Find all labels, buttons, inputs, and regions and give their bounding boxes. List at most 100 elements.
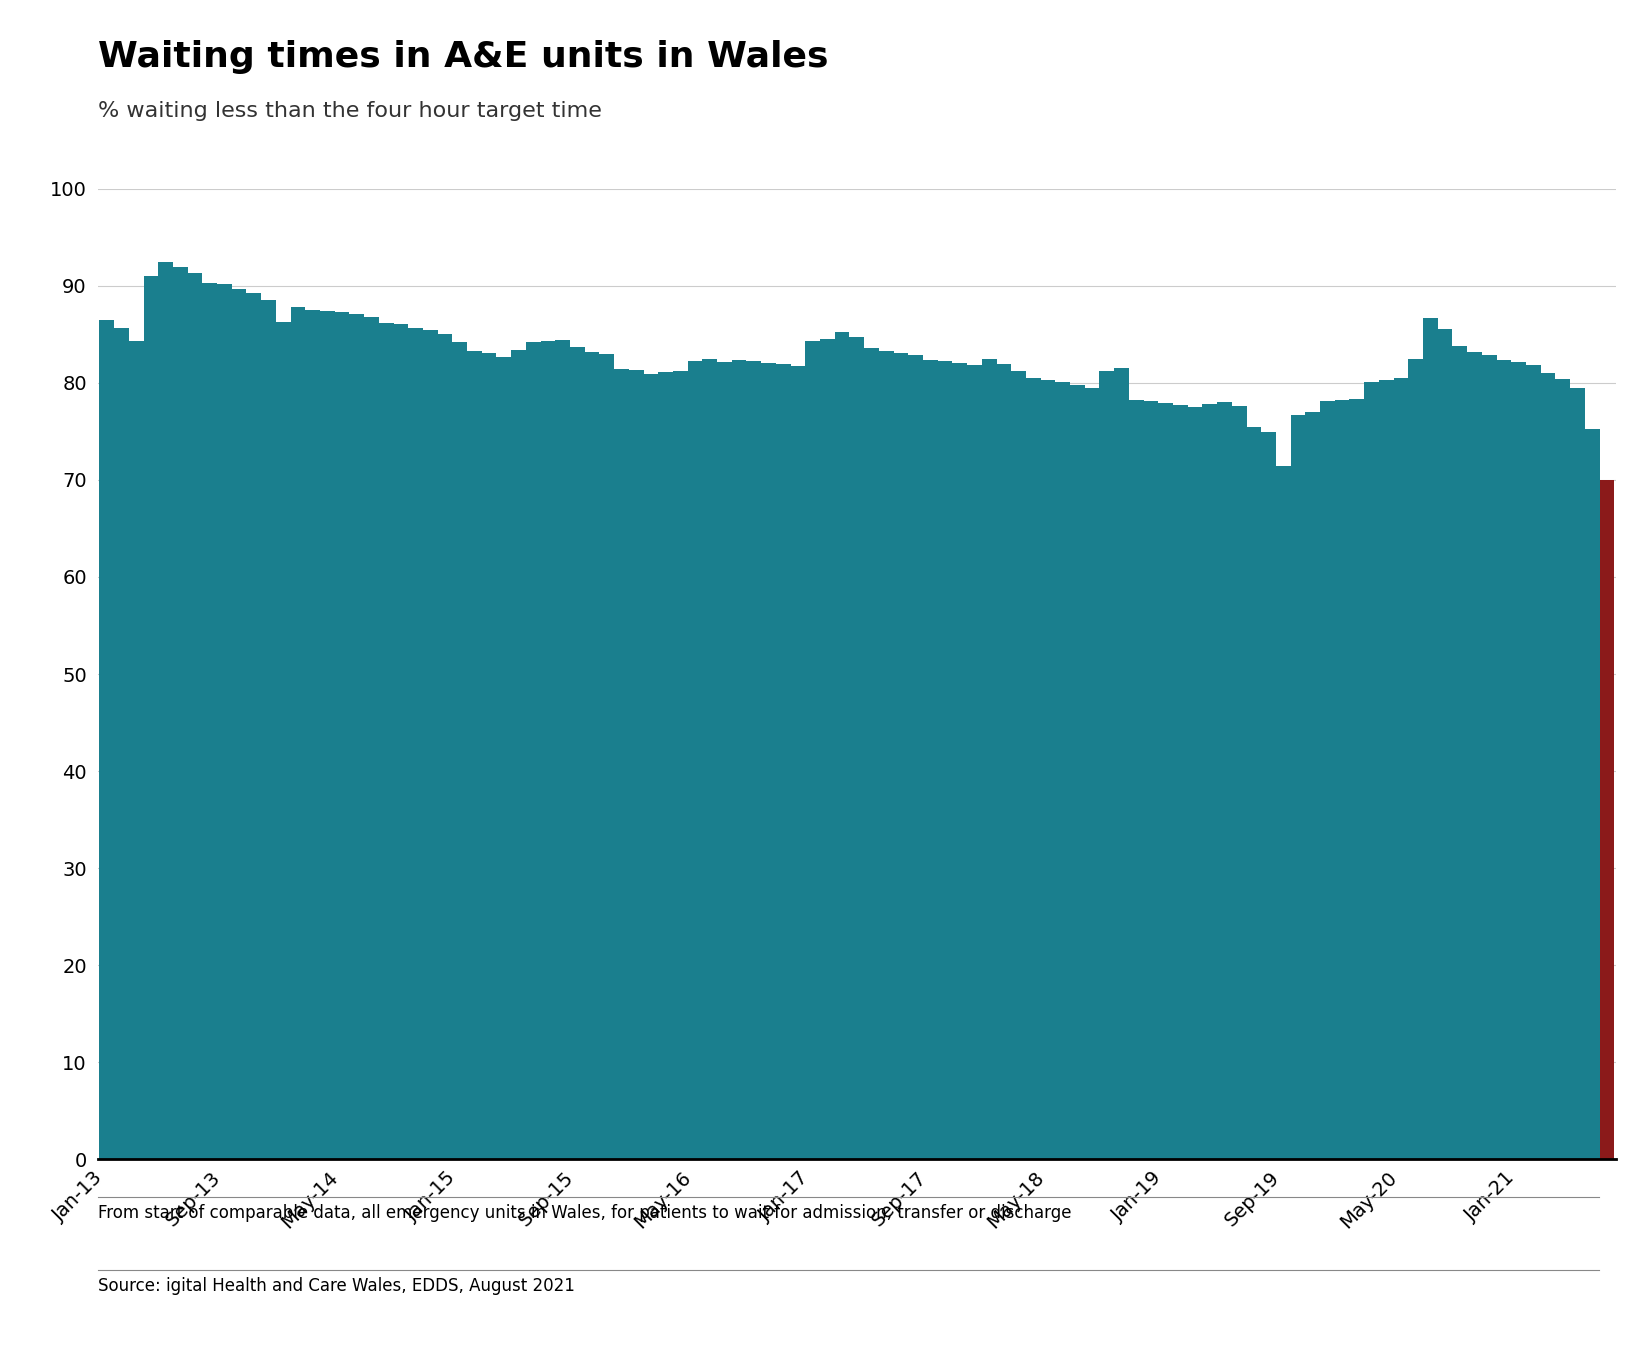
Text: From start of comparable data, all emergency units in Wales, for patients to wai: From start of comparable data, all emerg… <box>98 1204 1072 1221</box>
Bar <box>1247 427 1262 1159</box>
Bar <box>805 341 819 1159</box>
Bar <box>687 361 702 1159</box>
Text: Source: igital Health and Care Wales, EDDS, August 2021: Source: igital Health and Care Wales, ED… <box>98 1277 574 1294</box>
Bar <box>953 364 968 1159</box>
Bar <box>1129 400 1144 1159</box>
Bar <box>129 341 144 1159</box>
Bar <box>731 360 746 1159</box>
Bar <box>570 346 584 1159</box>
Bar <box>320 311 335 1159</box>
Bar <box>672 371 687 1159</box>
Bar <box>1012 371 1027 1159</box>
Bar <box>1232 406 1247 1159</box>
Bar <box>202 283 217 1159</box>
Bar <box>276 322 290 1159</box>
Bar <box>364 317 379 1159</box>
Bar <box>349 314 364 1159</box>
Bar <box>1276 466 1291 1159</box>
Bar <box>1306 412 1320 1159</box>
Bar <box>1144 402 1159 1159</box>
Bar <box>658 372 672 1159</box>
Bar <box>909 355 924 1159</box>
Bar <box>790 367 805 1159</box>
Bar <box>540 341 555 1159</box>
Bar <box>246 293 261 1159</box>
Bar <box>423 330 437 1159</box>
Bar <box>1071 384 1085 1159</box>
Text: BBC: BBC <box>1514 1291 1557 1310</box>
Bar <box>1320 402 1335 1159</box>
Bar <box>467 350 481 1159</box>
Bar <box>173 267 188 1159</box>
Bar <box>1452 346 1467 1159</box>
Bar <box>1262 433 1276 1159</box>
Bar <box>1056 381 1071 1159</box>
Bar <box>1570 388 1585 1159</box>
Bar <box>1511 363 1526 1159</box>
Bar <box>614 369 628 1159</box>
Bar <box>1291 415 1306 1159</box>
Bar <box>261 301 276 1159</box>
Bar <box>1335 400 1350 1159</box>
Bar <box>511 350 526 1159</box>
Bar <box>1159 403 1173 1159</box>
Bar <box>968 365 982 1159</box>
Bar <box>555 340 570 1159</box>
Bar <box>379 322 393 1159</box>
Bar <box>1379 380 1394 1159</box>
Bar <box>1467 352 1482 1159</box>
Bar <box>1100 371 1115 1159</box>
Bar <box>775 364 790 1159</box>
Bar <box>1217 402 1232 1159</box>
Text: Waiting times in A&E units in Wales: Waiting times in A&E units in Wales <box>98 40 829 74</box>
Bar <box>746 360 761 1159</box>
Bar <box>924 360 938 1159</box>
Bar <box>584 352 599 1159</box>
Bar <box>880 350 894 1159</box>
Bar <box>1027 377 1041 1159</box>
Bar <box>1408 359 1423 1159</box>
Bar <box>865 348 880 1159</box>
Bar <box>1350 399 1364 1159</box>
Bar <box>628 371 643 1159</box>
Bar <box>408 328 423 1159</box>
Bar <box>1203 404 1217 1159</box>
Bar <box>114 328 129 1159</box>
Bar <box>1085 388 1100 1159</box>
Bar <box>496 357 511 1159</box>
Bar <box>1599 480 1614 1159</box>
Bar <box>144 276 158 1159</box>
Bar <box>716 363 731 1159</box>
Bar <box>188 274 202 1159</box>
Bar <box>1497 360 1511 1159</box>
Bar <box>158 262 173 1159</box>
Bar <box>761 364 775 1159</box>
Bar <box>1364 381 1379 1159</box>
Bar <box>290 307 305 1159</box>
Bar <box>849 337 865 1159</box>
Bar <box>437 334 452 1159</box>
Bar <box>938 361 953 1159</box>
Bar <box>393 324 408 1159</box>
Bar <box>100 319 114 1159</box>
Bar <box>452 342 467 1159</box>
Bar <box>1526 365 1541 1159</box>
Bar <box>982 359 997 1159</box>
Bar <box>997 364 1012 1159</box>
Bar <box>1041 380 1056 1159</box>
Bar <box>217 284 232 1159</box>
Bar <box>1115 368 1129 1159</box>
Bar <box>1585 430 1599 1159</box>
Bar <box>643 375 658 1159</box>
Text: % waiting less than the four hour target time: % waiting less than the four hour target… <box>98 101 602 121</box>
Bar <box>232 288 246 1159</box>
Bar <box>1188 407 1203 1159</box>
Bar <box>1423 318 1438 1159</box>
Bar <box>1173 406 1188 1159</box>
Bar <box>599 353 614 1159</box>
Bar <box>834 333 849 1159</box>
Bar <box>1541 373 1555 1159</box>
Bar <box>1438 329 1452 1159</box>
Bar <box>481 353 496 1159</box>
Bar <box>1555 379 1570 1159</box>
